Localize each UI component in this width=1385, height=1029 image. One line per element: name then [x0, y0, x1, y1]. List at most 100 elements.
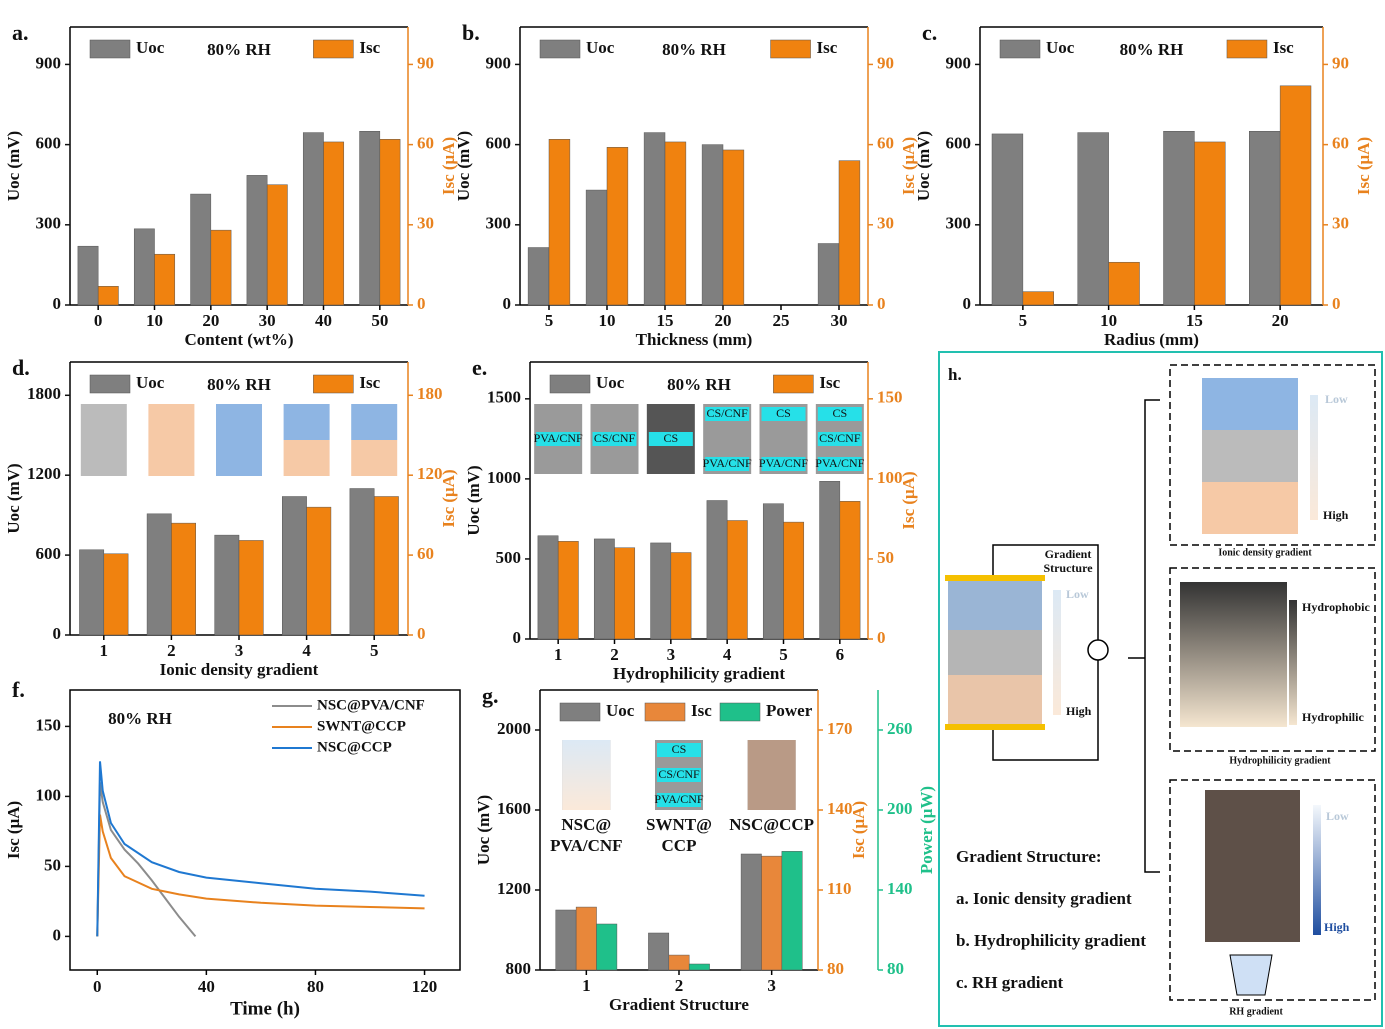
tick-label: 0 [53, 624, 62, 643]
low: Low [1326, 809, 1349, 823]
ionic-bot [1202, 482, 1298, 534]
tick-label: 0 [93, 977, 102, 996]
inset-tag [657, 793, 701, 807]
annotation: 80% RH [1120, 40, 1184, 59]
tick-label: 200 [887, 799, 913, 818]
tick-label: 50 [877, 548, 894, 567]
tick-label: 50 [44, 855, 61, 874]
axis-title: Isc (μA) [1354, 137, 1373, 195]
x-tick-label: 4 [302, 641, 311, 660]
inset-label: PVA/CNF [654, 792, 703, 806]
bar [839, 501, 861, 640]
legend-swatch [313, 39, 354, 59]
annotation: 80% RH [662, 40, 726, 59]
inset-label: PVA/CNF [703, 456, 752, 470]
axis-title: Hydrophilicity gradient [613, 664, 785, 683]
legend-swatch [313, 374, 354, 394]
high: High [1066, 704, 1092, 718]
cup [1229, 954, 1273, 996]
inset-tag [705, 407, 750, 421]
tick-label: 1500 [487, 388, 521, 407]
tick-label: 0 [513, 628, 522, 647]
x-tick-label: 2 [167, 641, 176, 660]
bar [819, 481, 841, 640]
bar [190, 193, 212, 306]
bar [238, 540, 264, 636]
panel-label: c. [922, 20, 937, 45]
x-tick-label: 2 [610, 645, 619, 664]
sample-label: CCP [662, 836, 697, 855]
legend-label: Isc [1273, 38, 1294, 57]
list-item: b. Hydrophilicity gradient [956, 931, 1146, 950]
x-tick-label: 20 [202, 311, 219, 330]
dashed-box [1169, 779, 1376, 1001]
bar [838, 160, 861, 306]
x-tick-label: 15 [1186, 311, 1203, 330]
axis-title: Isc (μA) [4, 801, 23, 859]
legend-label: Uoc [136, 373, 165, 392]
legend-label: Isc [359, 373, 380, 392]
caption: Ionic density gradient [1218, 547, 1312, 558]
bar [585, 189, 608, 306]
bar [648, 932, 670, 971]
ionic-top [1202, 378, 1298, 430]
inset-label: CS [776, 406, 791, 420]
legend-swatch [773, 374, 814, 394]
tick-label: 120 [417, 464, 443, 483]
x-tick-label: 6 [836, 645, 845, 664]
legend-label: Isc [359, 38, 380, 57]
inset-tag [817, 457, 862, 471]
high: High [1323, 508, 1349, 522]
bar [740, 853, 762, 971]
legend-label: Uoc [136, 38, 165, 57]
x-tick-label: 40 [315, 311, 332, 330]
x-tick-label: 3 [667, 645, 676, 664]
legend-swatch [89, 39, 131, 59]
meter [1087, 639, 1109, 661]
bar [1077, 132, 1109, 306]
legend-swatch [549, 374, 591, 394]
tick-label: 300 [946, 214, 972, 233]
inset-tag [817, 407, 862, 421]
legend-swatch [1226, 39, 1268, 59]
tick-label: 0 [877, 628, 886, 647]
bar [154, 253, 176, 306]
tick-label: 0 [53, 925, 62, 944]
bar [323, 141, 345, 306]
tick-label: 30 [417, 214, 434, 233]
bar [1194, 141, 1226, 306]
tick-label: 1600 [497, 799, 531, 818]
axis-title: Gradient Structure [609, 995, 749, 1014]
bar [991, 133, 1024, 306]
bar [133, 228, 155, 306]
legend-label: Isc [819, 373, 840, 392]
bar [668, 954, 690, 971]
bar [670, 552, 692, 640]
x-tick-label: 1 [100, 641, 109, 660]
tick-label: 800 [506, 959, 532, 978]
tick-label: 1000 [487, 468, 521, 487]
bar [555, 909, 577, 971]
tick-label: 600 [486, 134, 512, 153]
tick-label: 60 [417, 544, 434, 563]
low: Low [1325, 392, 1348, 406]
legend-swatch [770, 39, 811, 59]
bar [146, 513, 172, 636]
bar [817, 243, 840, 306]
sample-label: SWNT@ [646, 815, 712, 834]
panel-label: g. [482, 683, 499, 708]
x-tick-label: 15 [657, 311, 674, 330]
bar [379, 139, 401, 306]
axis-title: Time (h) [230, 998, 300, 1019]
tick-label: 110 [827, 879, 852, 898]
device-bot [948, 675, 1042, 725]
list-item: a. Ionic density gradient [956, 889, 1132, 908]
inset-label: PVA/CNF [815, 456, 864, 470]
tick-label: 0 [877, 294, 886, 313]
annotation: 80% RH [207, 375, 271, 394]
line [96, 761, 425, 937]
inset-label: CS [672, 742, 687, 756]
bar [783, 521, 805, 640]
tick-label: 600 [36, 134, 62, 153]
